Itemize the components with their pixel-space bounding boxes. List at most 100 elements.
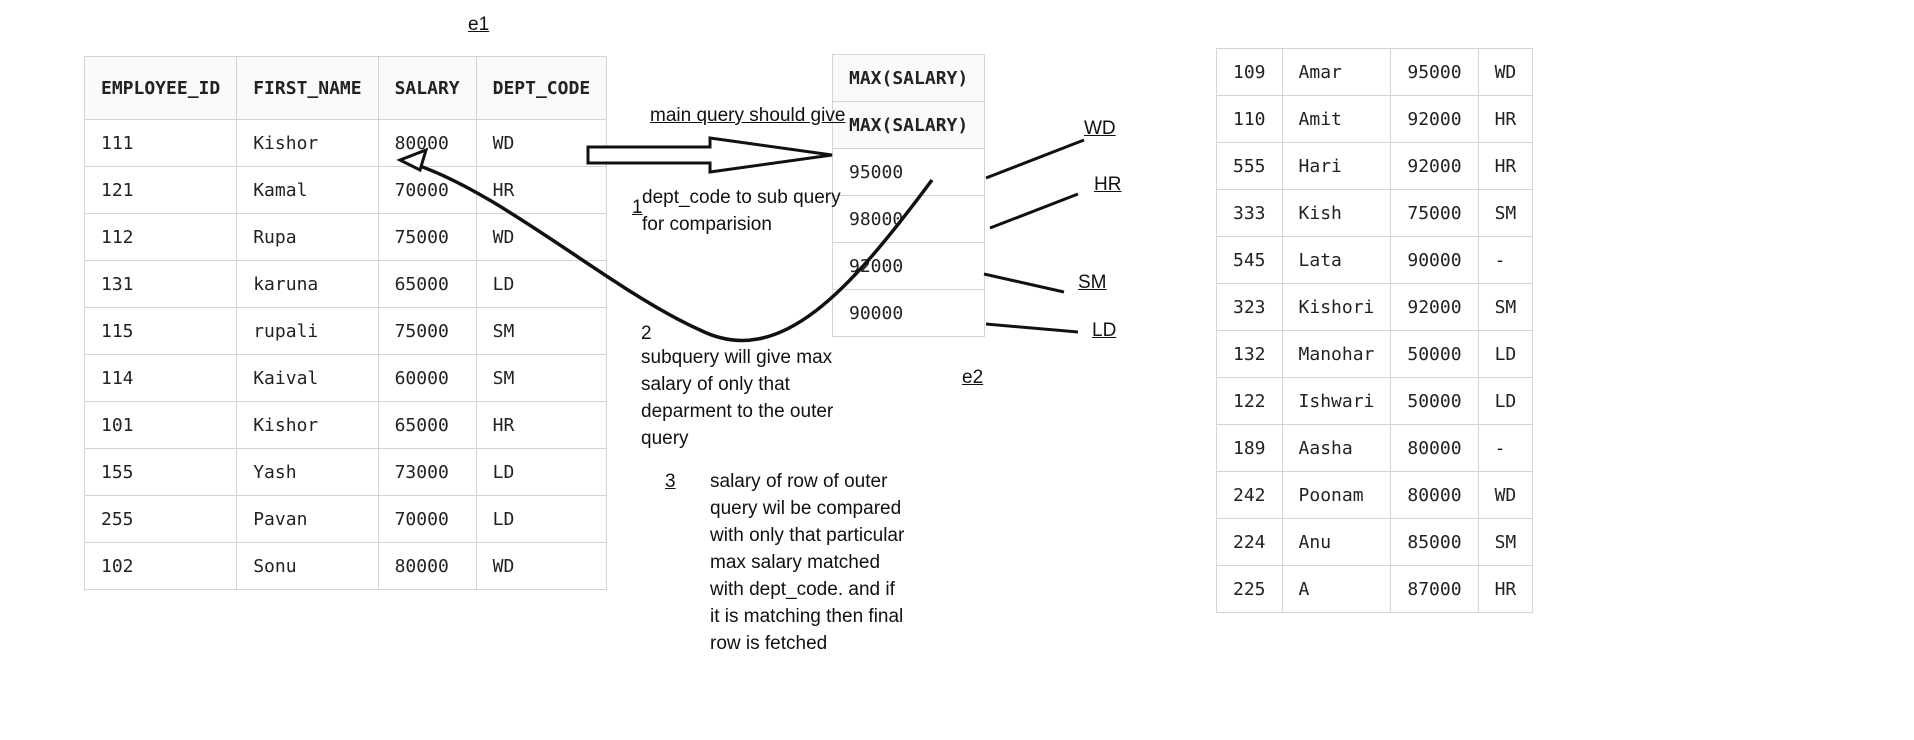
table-cell: 189 bbox=[1216, 424, 1283, 472]
max-salary-cell: 90000 bbox=[831, 289, 986, 337]
table-cell: Amit bbox=[1281, 95, 1392, 143]
table-cell: Kamal bbox=[236, 166, 379, 214]
table-cell: SM bbox=[1477, 518, 1534, 566]
table-cell: Kishor bbox=[236, 119, 379, 167]
table-cell: WD bbox=[1477, 471, 1534, 519]
table-cell: - bbox=[1477, 424, 1534, 472]
table-cell: karuna bbox=[236, 260, 379, 308]
table-cell: 111 bbox=[83, 119, 238, 167]
table-cell: 95000 bbox=[1390, 48, 1479, 96]
table-cell: Sonu bbox=[236, 542, 379, 590]
connector-hr-icon bbox=[989, 192, 1079, 230]
table-cell: 60000 bbox=[377, 354, 477, 402]
table-row: 102 Sonu 80000 WD bbox=[83, 542, 608, 590]
note-step2: 2 subquery will give max salary of only … bbox=[641, 324, 833, 452]
table-cell: Pavan bbox=[236, 495, 379, 543]
table-row: 98000 bbox=[831, 195, 986, 243]
max-salary-table-e2: MAX(SALARY) MAX(SALARY) 95000 98000 92000 9… bbox=[831, 54, 986, 337]
step3-line: row is fetched bbox=[710, 633, 828, 654]
table-cell: 225 bbox=[1216, 565, 1283, 613]
table-cell: HR bbox=[1477, 95, 1534, 143]
table-row: 242 Poonam 80000 WD bbox=[1216, 471, 1534, 519]
table-cell: 85000 bbox=[1390, 518, 1479, 566]
table-cell: Poonam bbox=[1281, 471, 1392, 519]
col-first-name: FIRST_NAME bbox=[236, 56, 379, 120]
max-salary-cell: 98000 bbox=[831, 195, 986, 243]
table-cell: Yash bbox=[236, 448, 379, 496]
table-cell: 102 bbox=[83, 542, 238, 590]
table-cell: 75000 bbox=[377, 307, 477, 355]
step3-line: with only that particular bbox=[710, 525, 905, 546]
table-row: 90000 bbox=[831, 289, 986, 337]
table-cell: HR bbox=[1477, 565, 1534, 613]
table-row: 95000 bbox=[831, 148, 986, 196]
table-cell: 80000 bbox=[377, 542, 477, 590]
table-row: 115 rupali 75000 SM bbox=[83, 307, 608, 355]
table-cell: 73000 bbox=[377, 448, 477, 496]
table-cell: WD bbox=[475, 119, 608, 167]
table-row: 225 A 87000 HR bbox=[1216, 565, 1534, 613]
table-row: 111 Kishor 80000 WD bbox=[83, 119, 608, 167]
table-header-row: MAX(SALARY) bbox=[831, 101, 986, 149]
table-row: 189 Aasha 80000- bbox=[1216, 424, 1534, 472]
step1-number: 1 bbox=[632, 197, 643, 218]
table-cell: Kishor bbox=[236, 401, 379, 449]
table-cell: 121 bbox=[83, 166, 238, 214]
col-salary: SALARY bbox=[377, 56, 477, 120]
dept-label-sm: SM bbox=[1078, 272, 1107, 293]
table-cell: 90000 bbox=[1390, 236, 1479, 284]
step2-number: 2 bbox=[641, 323, 652, 344]
note-main-query: main query should give bbox=[650, 102, 845, 129]
note-step1: 1 dept_code to sub query for comparision bbox=[632, 184, 841, 238]
note-main-query-text: main query should give bbox=[650, 105, 846, 126]
dept-label-ld: LD bbox=[1092, 320, 1117, 341]
step2-line: subquery will give max bbox=[641, 347, 833, 368]
table-cell: HR bbox=[475, 401, 608, 449]
table-cell: A bbox=[1281, 565, 1392, 613]
connector-wd-icon bbox=[985, 138, 1085, 180]
col-max-salary-top: MAX(SALARY) bbox=[831, 54, 986, 102]
table-row: 555 Hari 92000 HR bbox=[1216, 142, 1534, 190]
table-cell: WD bbox=[475, 542, 608, 590]
table-cell: Manohar bbox=[1281, 330, 1392, 378]
col-dept-code: DEPT_CODE bbox=[475, 56, 608, 120]
table-cell: Hari bbox=[1281, 142, 1392, 190]
table-cell: 224 bbox=[1216, 518, 1283, 566]
col-max-salary: MAX(SALARY) bbox=[831, 101, 986, 149]
e2-body: 95000 98000 92000 90000 bbox=[831, 148, 986, 337]
table-row: 114 Kaival 60000 SM bbox=[83, 354, 608, 402]
step3-number: 3 bbox=[665, 471, 676, 492]
step3-line: query wil be compared bbox=[710, 498, 902, 519]
table-cell: Aasha bbox=[1281, 424, 1392, 472]
table-cell: 75000 bbox=[1390, 189, 1479, 237]
dept-label-wd: WD bbox=[1084, 118, 1116, 139]
table-cell: SM bbox=[1477, 283, 1534, 331]
connector-ld-icon bbox=[985, 322, 1079, 334]
arrowhead-icon bbox=[396, 147, 429, 173]
table-cell: Kishori bbox=[1281, 283, 1392, 331]
table-row: 131 karuna 65000 LD bbox=[83, 260, 608, 308]
table-cell: - bbox=[1477, 236, 1534, 284]
table-cell: 92000 bbox=[1390, 95, 1479, 143]
table-cell: LD bbox=[475, 260, 608, 308]
table-cell: 131 bbox=[83, 260, 238, 308]
table-cell: 50000 bbox=[1390, 377, 1479, 425]
step3-line: salary of row of outer bbox=[710, 471, 888, 492]
table-row: 92000 bbox=[831, 242, 986, 290]
dept-label-hr: HR bbox=[1094, 174, 1122, 195]
step2-line: salary of only that bbox=[641, 374, 790, 395]
note-step3: 3 salary of row of outer query wil be co… bbox=[665, 468, 904, 657]
table-row: 101 Kishor 65000 HR bbox=[83, 401, 608, 449]
table-cell: Rupa bbox=[236, 213, 379, 261]
step2-line: query bbox=[641, 428, 689, 449]
table-cell: 65000 bbox=[377, 401, 477, 449]
table-header-row: MAX(SALARY) bbox=[831, 54, 986, 102]
table-cell: 50000 bbox=[1390, 330, 1479, 378]
table-cell: Kaival bbox=[236, 354, 379, 402]
table-cell: 323 bbox=[1216, 283, 1283, 331]
table-row: 333 Kish 75000 SM bbox=[1216, 189, 1534, 237]
table-cell: 80000 bbox=[1390, 471, 1479, 519]
step2-line: deparment to the outer bbox=[641, 401, 834, 422]
connector-sm-icon bbox=[983, 272, 1065, 294]
table-cell: 242 bbox=[1216, 471, 1283, 519]
